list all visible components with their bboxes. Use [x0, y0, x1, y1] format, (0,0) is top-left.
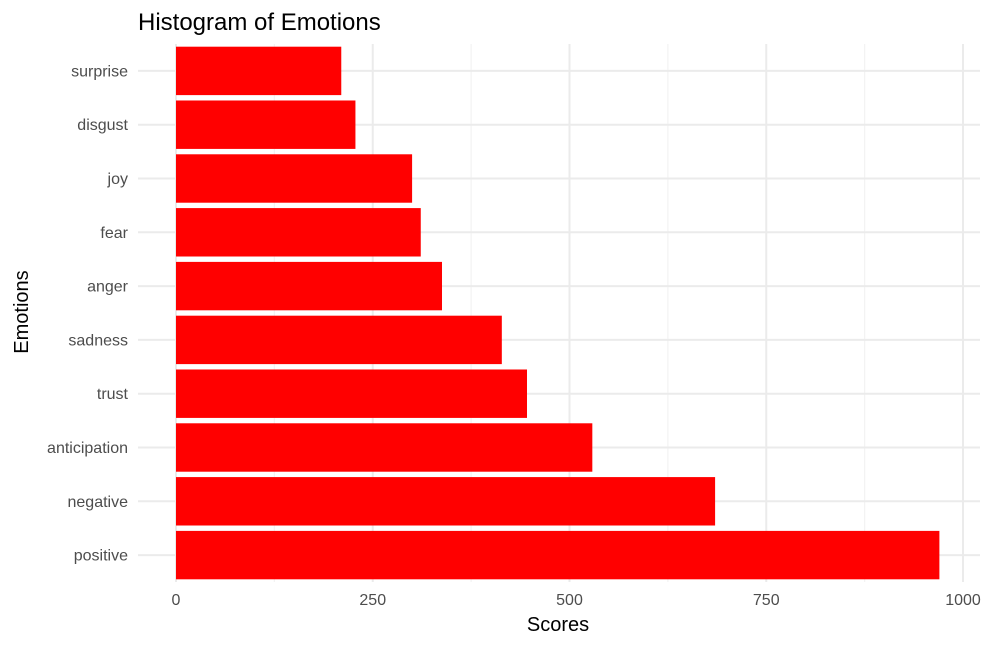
x-tick-label: 750	[753, 592, 780, 609]
bar-disgust	[176, 100, 356, 149]
y-tick-label: surprise	[71, 63, 128, 80]
y-tick-label: negative	[68, 494, 129, 511]
bar-trust	[176, 369, 528, 418]
y-tick-label: anticipation	[47, 440, 128, 457]
y-tick-labels: positive negative anticipation trust sadness…	[47, 63, 129, 564]
y-tick-label: disgust	[77, 117, 128, 134]
x-tick-labels: 0 250 500 750 1000	[172, 592, 981, 609]
x-tick-label: 1000	[945, 592, 981, 609]
y-tick-label: sadness	[68, 332, 128, 349]
bars	[176, 46, 940, 580]
bar-joy	[176, 154, 413, 203]
y-tick-label: positive	[74, 548, 128, 565]
x-axis-title: Scores	[527, 614, 589, 636]
chart-title: Histogram of Emotions	[138, 9, 381, 36]
bar-surprise	[176, 46, 342, 96]
bar-negative	[176, 477, 716, 526]
bar-fear	[176, 208, 421, 257]
y-tick-label: joy	[107, 171, 128, 188]
bar-anticipation	[176, 423, 593, 472]
bar-positive	[176, 530, 940, 580]
bar-anger	[176, 261, 443, 311]
bar-sadness	[176, 315, 502, 365]
y-axis-title: Emotions	[11, 270, 33, 353]
x-tick-label: 500	[556, 592, 583, 609]
x-tick-label: 250	[359, 592, 386, 609]
x-tick-label: 0	[172, 592, 181, 609]
y-tick-label: trust	[97, 386, 129, 403]
y-tick-label: anger	[87, 279, 129, 296]
y-tick-label: fear	[100, 225, 128, 242]
